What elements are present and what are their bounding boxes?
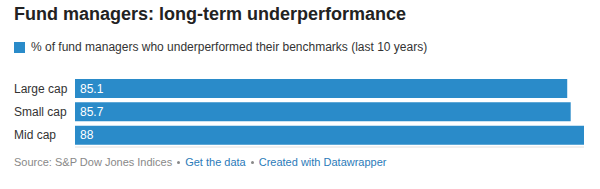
svg-text:85.1: 85.1 (80, 82, 104, 96)
svg-text:Large cap: Large cap (14, 82, 68, 96)
html-text:Created with Datawrapper: Created with Datawrapper (258, 156, 387, 168)
svg-text:Small cap: Small cap (14, 105, 67, 119)
svg-text:Mid cap: Mid cap (14, 128, 56, 142)
svg-text:88: 88 (80, 128, 94, 142)
html-text:Get the data: Get the data (185, 156, 246, 168)
html-text:Fund managers: long-term under: Fund managers: long-term underperformanc… (14, 4, 407, 24)
html-text:% of fund managers who underpe: % of fund managers who underperformed th… (31, 40, 428, 54)
html-text:Source: S&P Dow Jones Indices: Source: S&P Dow Jones Indices (14, 156, 173, 168)
svg-text:85.7: 85.7 (80, 105, 104, 119)
